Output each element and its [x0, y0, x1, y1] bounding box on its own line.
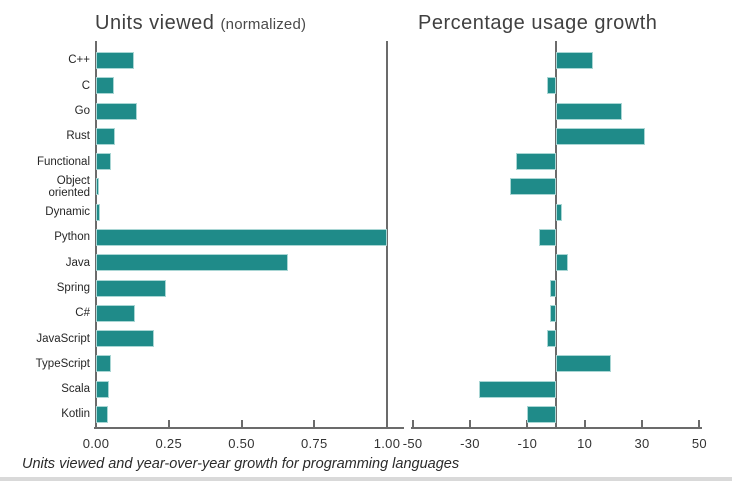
bar	[96, 229, 387, 246]
x-tick-label: 0.75	[300, 436, 328, 451]
x-tick-label: 0.25	[155, 436, 182, 451]
category-label: Kotlin	[61, 408, 90, 421]
bar	[556, 127, 645, 145]
x-tick-label: 1.00	[373, 436, 401, 451]
bar	[550, 304, 556, 322]
category-label: C#	[75, 307, 90, 320]
bar	[96, 153, 111, 171]
bar	[96, 304, 136, 322]
bar	[556, 102, 622, 120]
category-label: Spring	[56, 281, 90, 294]
x-axis-tick	[167, 420, 170, 427]
bar	[556, 203, 562, 221]
x-axis-tick	[698, 420, 701, 427]
category-label: C++	[68, 54, 90, 67]
x-axis-tick	[411, 420, 414, 427]
x-tick-label: 50	[691, 436, 707, 451]
left-chart-title: Units viewed (normalized)	[95, 12, 306, 35]
category-label: TypeScript	[35, 357, 90, 370]
x-axis-tick	[641, 420, 644, 427]
bar	[547, 330, 556, 348]
right-chart-title: Percentage usage growth	[418, 12, 657, 35]
bar	[478, 380, 556, 398]
x-tick-label: 0.00	[82, 436, 110, 451]
right-chart-title-text: Percentage usage growth	[418, 12, 658, 34]
category-label: C	[81, 79, 90, 92]
left-chart-title-suffix: (normalized)	[220, 16, 307, 33]
category-label: Object oriented	[48, 174, 90, 199]
x-axis-tick	[468, 420, 471, 427]
bar	[96, 355, 111, 373]
category-label: Rust	[66, 130, 90, 143]
bar	[547, 77, 556, 95]
bar	[96, 279, 166, 297]
bar	[538, 229, 556, 246]
bar	[556, 355, 611, 373]
bar	[96, 380, 110, 398]
bar	[96, 178, 99, 196]
x-tick-label: -10	[517, 436, 538, 451]
bar	[96, 77, 114, 95]
x-tick-label: 30	[634, 436, 650, 451]
x-tick-label: 10	[577, 436, 593, 451]
bar	[515, 153, 556, 171]
axis-vertical-line	[555, 41, 557, 429]
bar	[550, 279, 556, 297]
category-label: Scala	[61, 383, 90, 396]
bar	[96, 203, 101, 221]
category-label: JavaScript	[36, 332, 90, 345]
left-chart-title-text: Units viewed	[95, 12, 215, 34]
bar	[527, 405, 556, 423]
category-label: Go	[74, 105, 90, 118]
bar	[556, 254, 568, 272]
bar	[96, 254, 289, 272]
x-tick-label: -50	[402, 436, 423, 451]
x-tick-label: 0.50	[228, 436, 255, 451]
x-axis-line	[94, 427, 404, 429]
category-label: Dynamic	[45, 206, 90, 219]
x-axis-tick	[240, 420, 243, 427]
category-label: Java	[65, 256, 90, 269]
axis-vertical-line	[386, 41, 388, 429]
x-axis-tick	[526, 420, 529, 427]
figure-caption: Units viewed and year-over-year growth f…	[22, 456, 460, 472]
bottom-edge-strip	[0, 477, 732, 481]
category-label: Functional	[36, 155, 90, 168]
bar	[556, 52, 594, 69]
bar	[510, 178, 556, 196]
bar	[96, 330, 155, 348]
x-tick-label: -30	[460, 436, 480, 451]
x-axis-tick	[313, 420, 316, 427]
category-label: Python	[54, 231, 90, 244]
bar	[96, 405, 108, 423]
x-axis-tick	[583, 420, 586, 427]
bar	[96, 102, 137, 120]
bar	[96, 127, 115, 145]
bar	[96, 52, 134, 69]
